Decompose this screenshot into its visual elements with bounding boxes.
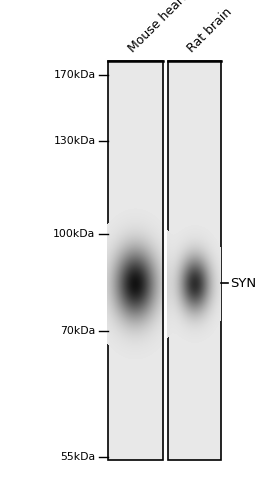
Bar [108, 61, 163, 460]
Text: Mouse heart: Mouse heart [126, 0, 190, 55]
Text: Rat brain: Rat brain [185, 5, 235, 55]
Text: 70kDa: 70kDa [60, 326, 95, 336]
Text: SYN1: SYN1 [230, 277, 256, 290]
Text: 170kDa: 170kDa [53, 71, 95, 80]
Bar [168, 61, 221, 460]
Text: 100kDa: 100kDa [53, 229, 95, 239]
Text: 55kDa: 55kDa [60, 452, 95, 462]
Text: 130kDa: 130kDa [53, 136, 95, 146]
